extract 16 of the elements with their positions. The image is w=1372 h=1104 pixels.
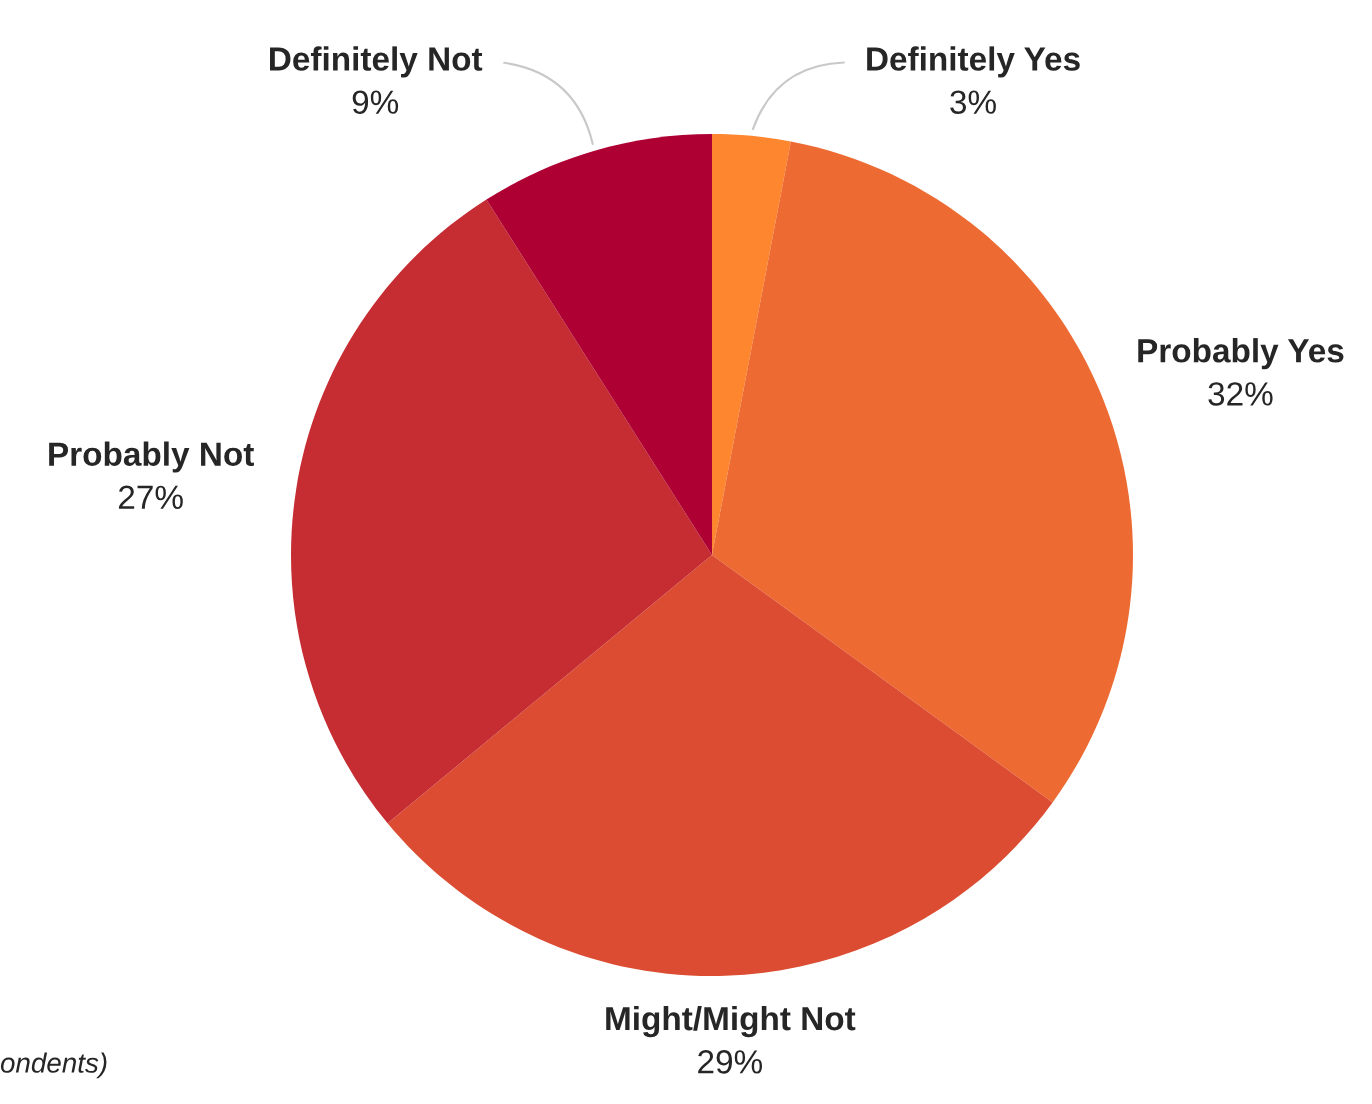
- data-label: 27%: [118, 485, 183, 509]
- pie-slice: [291, 199, 712, 824]
- data-label: 9%: [352, 90, 399, 114]
- slice-label: Definitely Not: [270, 46, 483, 78]
- pie-slice: [712, 134, 791, 555]
- pie-slice: [387, 555, 1053, 976]
- data-label: 29%: [698, 1050, 763, 1074]
- slice-label: Might/Might Not: [606, 1005, 856, 1038]
- slice-label: Definitely Yes: [867, 46, 1080, 78]
- data-label: 3%: [950, 90, 996, 114]
- data-label: 32%: [1208, 382, 1273, 406]
- pie-slice: [712, 141, 1133, 803]
- slice-label: Probably Not: [49, 441, 254, 473]
- text: ondents): [0, 1052, 107, 1079]
- pie-slice: [486, 134, 712, 555]
- slice-label: Probably Yes: [1138, 338, 1344, 370]
